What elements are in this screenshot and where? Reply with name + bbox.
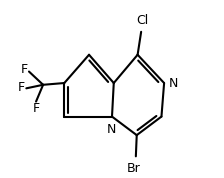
Text: Br: Br [127, 162, 141, 175]
Text: N: N [106, 123, 116, 136]
Text: N: N [169, 77, 179, 90]
Text: F: F [17, 82, 25, 95]
Text: F: F [33, 102, 40, 115]
Text: F: F [20, 63, 28, 76]
Text: Cl: Cl [136, 14, 148, 27]
